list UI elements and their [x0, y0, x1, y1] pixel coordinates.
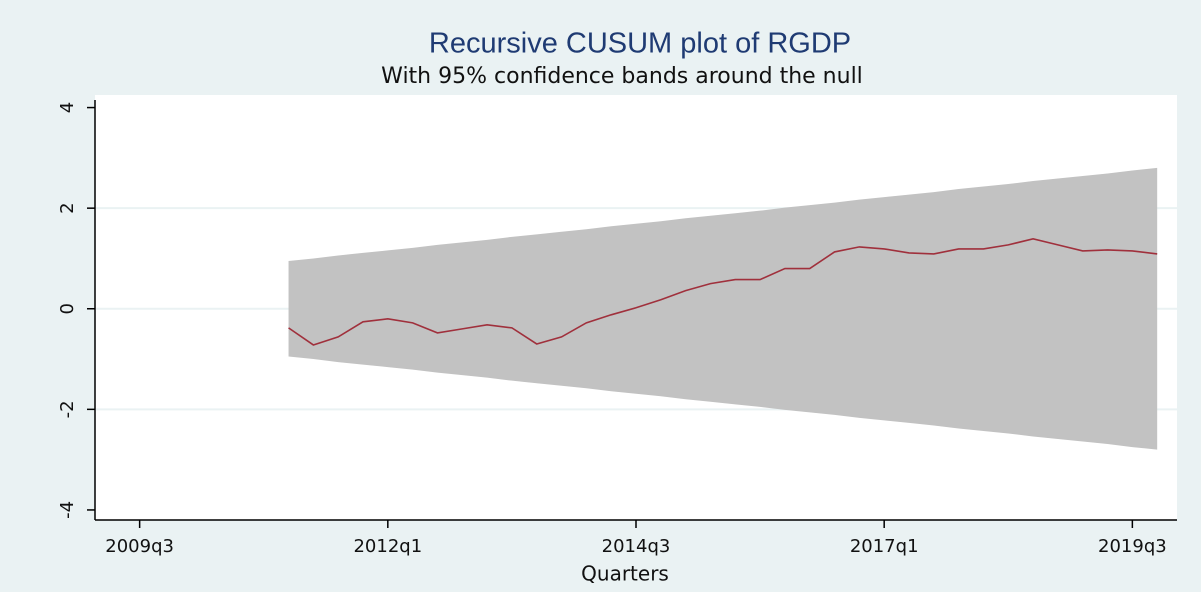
x-axis-title: Quarters: [581, 562, 669, 586]
x-tick-label: 2014q3: [602, 536, 671, 557]
y-tick-label: -4: [57, 501, 78, 519]
x-tick-label: 2012q1: [353, 536, 422, 557]
y-tick-label: -2: [57, 400, 78, 418]
confidence-band: [288, 167, 1158, 450]
cusum-line: [288, 238, 1158, 346]
x-tick-label: 2019q3: [1098, 536, 1167, 557]
x-tick-label: 2009q3: [105, 536, 174, 557]
y-tick-label: 2: [57, 202, 78, 213]
y-tick-label: 0: [57, 303, 78, 314]
chart-subtitle: With 95% confidence bands around the nul…: [381, 64, 863, 89]
chart-title: Recursive CUSUM plot of RGDP: [429, 28, 851, 60]
x-tick-label: 2017q1: [850, 536, 919, 557]
plot: 4 2 0 -2 -4 2009q3 2012q1 2014q3 2017q1 2019q3: [57, 100, 1177, 557]
y-tick-label: 4: [57, 102, 78, 113]
